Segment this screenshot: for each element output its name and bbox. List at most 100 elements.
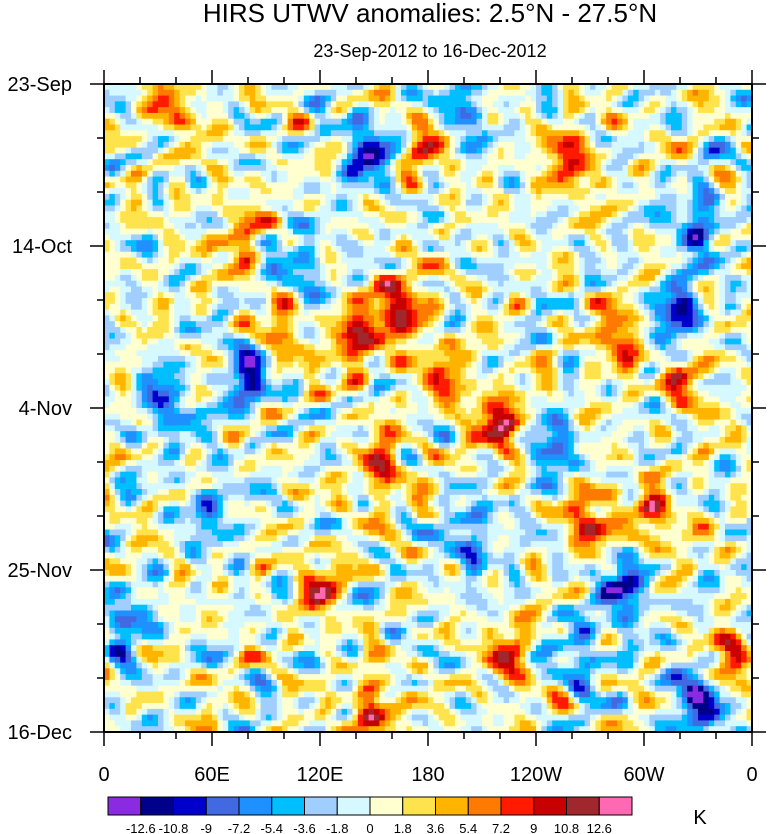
- heatmap-cell: [687, 159, 694, 166]
- heatmap-cell: [600, 89, 607, 97]
- heatmap-cell: [627, 269, 634, 276]
- heatmap-cell: [276, 193, 283, 201]
- heatmap-cell: [649, 222, 656, 230]
- heatmap-cell: [136, 280, 143, 288]
- heatmap-cell: [708, 193, 715, 201]
- heatmap-cell: [222, 188, 229, 195]
- heatmap-cell: [201, 182, 208, 189]
- heatmap-cell: [438, 193, 445, 201]
- heatmap-cell: [406, 199, 413, 207]
- heatmap-cell: [325, 136, 332, 143]
- heatmap-cell: [708, 303, 715, 311]
- heatmap-cell: [465, 176, 472, 183]
- heatmap-cell: [509, 182, 515, 189]
- heatmap-cell: [255, 147, 262, 155]
- heatmap-cell: [455, 141, 461, 149]
- heatmap-cell: [401, 217, 407, 224]
- heatmap-cell: [660, 228, 667, 236]
- heatmap-cell: [600, 199, 607, 207]
- heatmap-cell: [174, 257, 181, 264]
- heatmap-cell: [638, 309, 645, 317]
- heatmap-cell: [390, 130, 397, 137]
- heatmap-cell: [406, 147, 413, 155]
- heatmap-cell: [714, 217, 721, 224]
- heatmap-cell: [649, 280, 656, 288]
- heatmap-cell: [703, 188, 710, 195]
- heatmap-cell: [665, 176, 672, 183]
- heatmap-cell: [109, 274, 116, 282]
- heatmap-cell: [725, 246, 731, 253]
- heatmap-cell: [357, 136, 364, 143]
- heatmap-cell: [557, 263, 564, 270]
- heatmap-cell: [395, 321, 402, 328]
- heatmap-cell: [455, 234, 461, 241]
- heatmap-cell: [525, 165, 532, 172]
- heatmap-cell: [249, 274, 256, 282]
- heatmap-cell: [498, 280, 505, 288]
- heatmap-cell: [320, 170, 326, 178]
- heatmap-cell: [260, 95, 267, 102]
- heatmap-cell: [271, 315, 278, 322]
- heatmap-cell: [201, 303, 208, 311]
- heatmap-cell: [509, 274, 515, 282]
- heatmap-cell: [163, 136, 170, 143]
- heatmap-cell: [368, 95, 375, 102]
- heatmap-cell: [411, 188, 418, 195]
- heatmap-cell: [730, 315, 737, 322]
- heatmap-cell: [465, 130, 472, 137]
- heatmap-cell: [249, 321, 256, 328]
- heatmap-cell: [433, 112, 440, 120]
- heatmap-cell: [444, 246, 451, 253]
- heatmap-cell: [379, 188, 386, 195]
- heatmap-cell: [741, 303, 748, 311]
- heatmap-cell: [314, 251, 321, 259]
- heatmap-cell: [341, 112, 348, 120]
- heatmap-cell: [163, 176, 170, 183]
- heatmap-cell: [152, 176, 159, 183]
- heatmap-cell: [244, 130, 251, 137]
- heatmap-cell: [384, 89, 391, 97]
- heatmap-cell: [212, 112, 218, 120]
- heatmap-cell: [665, 211, 672, 218]
- heatmap-cell: [482, 193, 488, 201]
- heatmap-cell: [131, 251, 137, 259]
- heatmap-cell: [708, 199, 715, 207]
- heatmap-cell: [573, 309, 580, 317]
- heatmap-cell: [525, 153, 532, 160]
- heatmap-cell: [665, 188, 672, 195]
- heatmap-cell: [676, 234, 683, 241]
- heatmap-cell: [644, 141, 650, 149]
- heatmap-cell: [584, 153, 591, 160]
- heatmap-cell: [314, 199, 321, 207]
- heatmap-cell: [725, 165, 731, 172]
- heatmap-cell: [509, 193, 515, 201]
- heatmap-cell: [341, 153, 348, 160]
- heatmap-cell: [746, 246, 752, 253]
- heatmap-cell: [746, 251, 752, 259]
- heatmap-cell: [681, 112, 688, 120]
- heatmap-cell: [411, 112, 418, 120]
- heatmap-cell: [557, 112, 564, 120]
- heatmap-cell: [325, 286, 332, 293]
- heatmap-cell: [222, 153, 229, 160]
- heatmap-cell: [309, 274, 316, 282]
- heatmap-cell: [719, 222, 726, 230]
- heatmap-cell: [136, 303, 143, 311]
- heatmap-cell: [438, 182, 445, 189]
- heatmap-cell: [174, 280, 181, 288]
- heatmap-cell: [309, 188, 316, 195]
- heatmap-cell: [325, 228, 332, 236]
- heatmap-cell: [136, 147, 143, 155]
- heatmap-cell: [379, 95, 386, 102]
- heatmap-cell: [309, 222, 316, 230]
- heatmap-cell: [212, 153, 218, 160]
- heatmap-cell: [719, 165, 726, 172]
- heatmap-cell: [568, 286, 575, 293]
- heatmap-cell: [271, 147, 278, 155]
- heatmap-cell: [579, 136, 586, 143]
- heatmap-cell: [303, 188, 310, 195]
- heatmap-cell: [260, 170, 267, 178]
- heatmap-cell: [595, 159, 602, 166]
- heatmap-cell: [622, 303, 629, 311]
- heatmap-cell: [271, 136, 278, 143]
